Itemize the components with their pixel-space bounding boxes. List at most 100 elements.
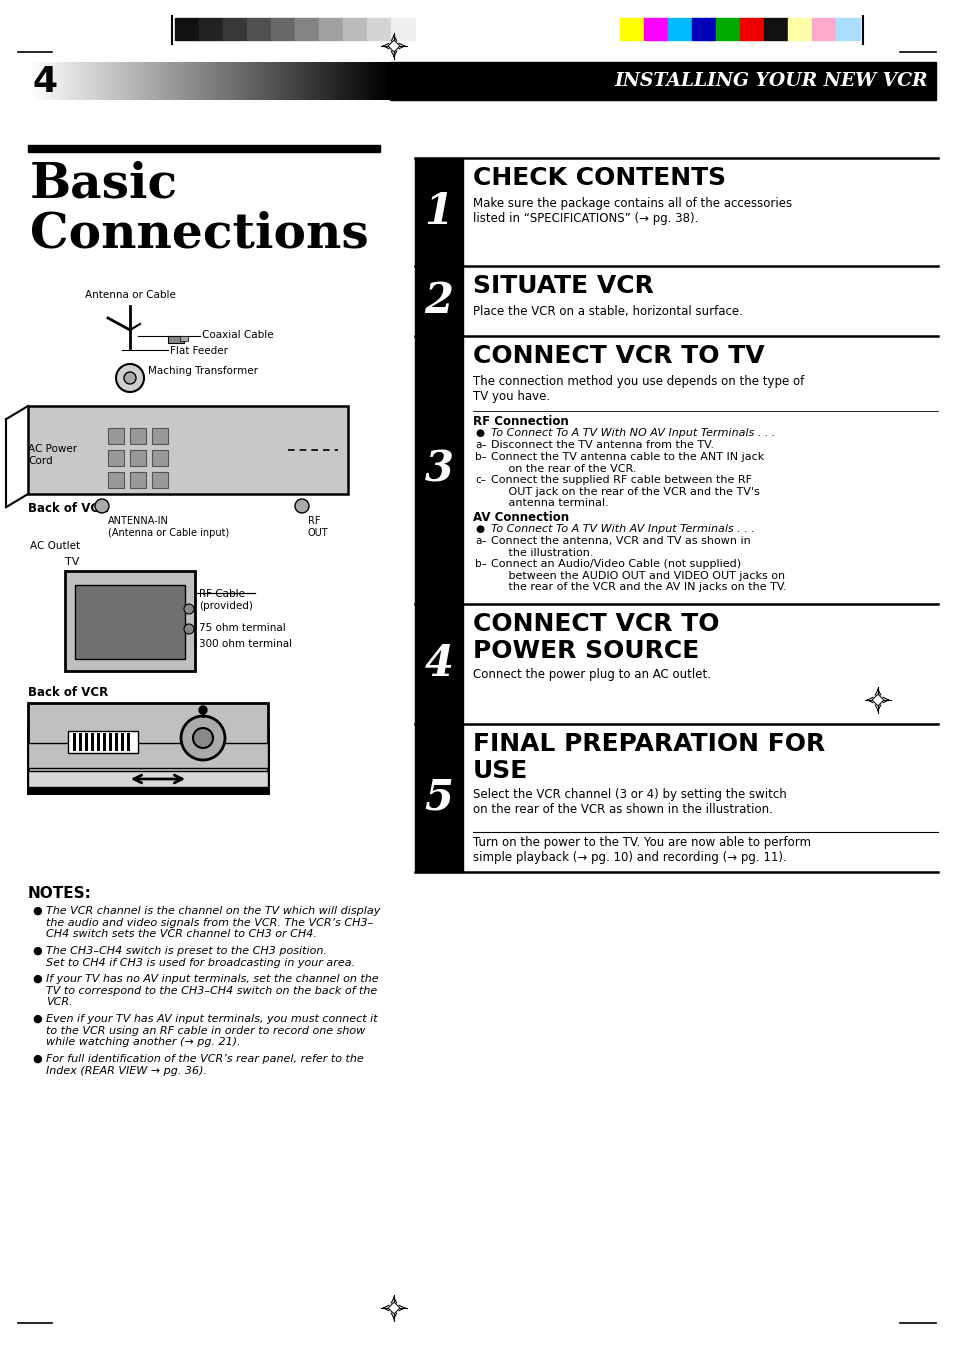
Bar (130, 429, 146, 443)
Bar (763, 18, 787, 40)
Text: AC Power
Cord: AC Power Cord (28, 443, 77, 465)
Circle shape (184, 604, 193, 613)
Text: RF Cable
(provided): RF Cable (provided) (199, 589, 253, 611)
Bar (740, 18, 763, 40)
Bar (294, 18, 318, 40)
Bar (390, 62, 935, 100)
Bar (318, 18, 343, 40)
Bar (85, 733, 88, 751)
Circle shape (184, 624, 193, 634)
Bar (787, 18, 811, 40)
Text: 75 ohm terminal: 75 ohm terminal (199, 623, 286, 634)
Bar (415, 724, 462, 872)
Bar (811, 18, 835, 40)
Bar (343, 18, 367, 40)
Text: INSTALLING YOUR NEW VCR: INSTALLING YOUR NEW VCR (614, 71, 927, 90)
Bar (97, 733, 100, 751)
Bar (28, 146, 379, 152)
Bar (79, 733, 82, 751)
Text: Place the VCR on a stable, horizontal surface.: Place the VCR on a stable, horizontal su… (473, 305, 742, 318)
Bar (109, 733, 112, 751)
Bar (247, 18, 271, 40)
Bar (180, 336, 188, 341)
Text: 3: 3 (424, 449, 453, 491)
Bar (75, 585, 185, 659)
Circle shape (124, 372, 136, 384)
Text: To Connect To A TV With NO AV Input Terminals . . .: To Connect To A TV With NO AV Input Term… (491, 429, 775, 438)
Bar (115, 733, 118, 751)
Bar (130, 472, 146, 488)
Bar (68, 731, 138, 754)
Circle shape (199, 706, 207, 714)
Bar (28, 743, 268, 768)
Bar (73, 733, 76, 751)
Text: Connect an Audio/Video Cable (not supplied)
     between the AUDIO OUT and VIDEO: Connect an Audio/Video Cable (not suppli… (491, 559, 786, 592)
Text: CONNECT VCR TO
POWER SOURCE: CONNECT VCR TO POWER SOURCE (473, 612, 719, 663)
Text: Select the VCR channel (3 or 4) by setting the switch
on the rear of the VCR as : Select the VCR channel (3 or 4) by setti… (473, 789, 786, 817)
Bar (108, 429, 124, 443)
Bar (65, 572, 194, 671)
Text: 2: 2 (424, 280, 453, 322)
Bar (835, 18, 859, 40)
Circle shape (95, 499, 109, 514)
Bar (691, 18, 716, 40)
Bar (168, 336, 184, 342)
Text: a–: a– (475, 537, 486, 546)
Text: Back of VCR: Back of VCR (28, 501, 108, 515)
Text: ANTENNA-IN
(Antenna or Cable input): ANTENNA-IN (Antenna or Cable input) (108, 516, 229, 538)
Text: Connect the antenna, VCR and TV as shown in
     the illustration.: Connect the antenna, VCR and TV as shown… (491, 537, 750, 558)
Text: b–: b– (475, 452, 486, 462)
Circle shape (116, 364, 144, 392)
Bar (28, 704, 268, 793)
Text: FINAL PREPARATION FOR
USE: FINAL PREPARATION FOR USE (473, 732, 824, 783)
Bar (121, 733, 124, 751)
Text: Maching Transformer: Maching Transformer (148, 367, 257, 376)
Bar (415, 266, 462, 336)
Bar (28, 787, 268, 793)
Text: Connect the TV antenna cable to the ANT IN jack
     on the rear of the VCR.: Connect the TV antenna cable to the ANT … (491, 452, 763, 473)
Bar (103, 733, 106, 751)
Text: a–: a– (475, 439, 486, 450)
Bar (127, 733, 130, 751)
Text: To Connect To A TV With AV Input Terminals . . .: To Connect To A TV With AV Input Termina… (491, 524, 754, 534)
Text: RF
OUT: RF OUT (308, 516, 328, 538)
Bar (716, 18, 740, 40)
Text: The CH3–CH4 switch is preset to the CH3 position.
Set to CH4 if CH3 is used for : The CH3–CH4 switch is preset to the CH3 … (46, 946, 355, 968)
Text: ●: ● (32, 906, 42, 917)
Bar (415, 604, 462, 724)
Bar (91, 733, 94, 751)
Bar (152, 429, 168, 443)
Bar (367, 18, 391, 40)
Text: TV: TV (65, 557, 79, 568)
Text: ●: ● (32, 946, 42, 956)
Text: If your TV has no AV input terminals, set the channel on the
TV to correspond to: If your TV has no AV input terminals, se… (46, 975, 378, 1007)
Bar (28, 771, 268, 787)
Circle shape (294, 499, 309, 514)
Polygon shape (388, 1302, 399, 1314)
Polygon shape (388, 40, 399, 51)
Text: Antenna or Cable: Antenna or Cable (85, 290, 175, 301)
Polygon shape (871, 694, 882, 706)
Circle shape (193, 728, 213, 748)
Circle shape (181, 716, 225, 760)
Bar (619, 18, 643, 40)
Text: c–: c– (475, 474, 485, 485)
Text: ●: ● (475, 524, 483, 534)
Text: Turn on the power to the TV. You are now able to perform
simple playback (→ pg. : Turn on the power to the TV. You are now… (473, 836, 810, 864)
Text: CHECK CONTENTS: CHECK CONTENTS (473, 166, 725, 190)
Bar (152, 472, 168, 488)
Text: 5: 5 (424, 776, 453, 820)
Bar (28, 406, 348, 493)
Text: SITUATE VCR: SITUATE VCR (473, 274, 653, 298)
Text: ●: ● (32, 975, 42, 984)
Bar (223, 18, 247, 40)
Text: Basic: Basic (30, 160, 178, 208)
Text: 4: 4 (424, 643, 453, 685)
Bar (667, 18, 691, 40)
Text: RF Connection: RF Connection (473, 415, 568, 429)
Text: AC Outlet: AC Outlet (30, 541, 80, 551)
Text: NOTES:: NOTES: (28, 886, 91, 900)
Bar (130, 450, 146, 466)
Text: For full identification of the VCR’s rear panel, refer to the
Index (REAR VIEW →: For full identification of the VCR’s rea… (46, 1054, 363, 1076)
Text: AV Connection: AV Connection (473, 511, 569, 524)
